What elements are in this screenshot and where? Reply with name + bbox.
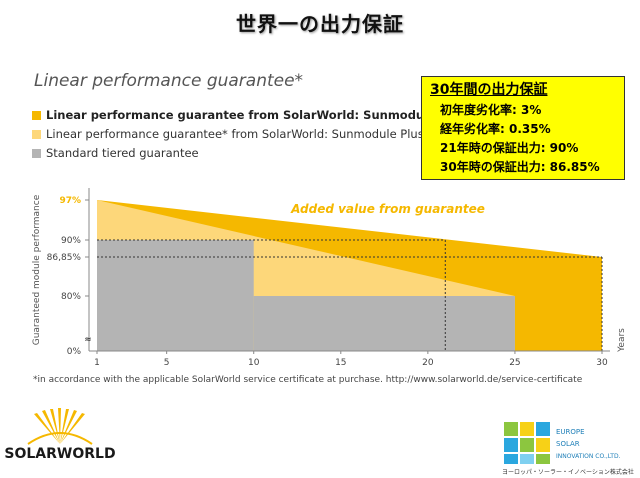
y-tick-label: 0% (67, 347, 82, 357)
legend-label: Linear performance guarantee* from Solar… (46, 127, 424, 141)
info-line-year21: 21年時の保証出力: 90% (440, 141, 579, 155)
x-tick-label: 10 (248, 358, 260, 368)
info-box-title: 30年間の出力保証 (430, 82, 548, 98)
x-tick-label: 1 (94, 358, 100, 368)
y-tick-label: 80% (61, 292, 81, 302)
chart-heading: Linear performance guarantee* (34, 71, 304, 91)
x-tick-label: 20 (422, 358, 434, 368)
y-axis-label: Guaranteed module performance (32, 194, 42, 345)
y-tick-label: 86,85% (47, 253, 82, 263)
x-tick-label: 15 (335, 358, 346, 368)
info-line-first-year: 初年度劣化率: 3% (440, 103, 542, 117)
svg-text:SOLAR: SOLAR (556, 440, 580, 448)
legend-item-standard: Standard tiered guarantee (32, 146, 199, 160)
guarantee-info-box: 30年間の出力保証 初年度劣化率: 3% 経年劣化率: 0.35% 21年時の保… (421, 76, 625, 180)
svg-text:EUROPE: EUROPE (556, 428, 585, 436)
legend-item-plus: Linear performance guarantee* from Solar… (32, 127, 424, 141)
info-line-year30: 30年時の保証出力: 86.85% (440, 160, 600, 174)
y-tick-label: 97% (59, 196, 81, 206)
legend-item-protect: Linear performance guarantee from SolarW… (32, 108, 487, 122)
x-axis-label: Years (617, 328, 627, 353)
series-standard-step (253, 296, 515, 351)
legend-swatch-plus (32, 130, 41, 139)
x-tick-label: 25 (509, 358, 520, 368)
legend-swatch-standard (32, 149, 41, 158)
svg-text:SOLARWORLD: SOLARWORLD (4, 446, 115, 462)
footnote: *in accordance with the applicable Solar… (33, 375, 583, 385)
axis-break-icon: ≈ (84, 335, 92, 345)
legend-label: Linear performance guarantee from SolarW… (46, 108, 488, 122)
legend-swatch-protect (32, 111, 41, 120)
x-tick-label: 5 (164, 358, 170, 368)
svg-text:INNOVATION CO.,LTD.: INNOVATION CO.,LTD. (556, 453, 621, 460)
info-line-annual: 経年劣化率: 0.35% (440, 122, 551, 136)
x-tick-label: 30 (596, 358, 608, 368)
esi-logo: EUROPE SOLAR INNOVATION CO.,LTD. ヨーロッパ・ソ… (502, 422, 634, 476)
legend-label: Standard tiered guarantee (46, 146, 199, 160)
series-standard-step (97, 240, 254, 351)
slide-title: 世界一の出力保証 (236, 12, 404, 36)
y-tick-label: 90% (61, 236, 81, 246)
svg-text:ヨーロッパ・ソーラー・イノベーション株式会社: ヨーロッパ・ソーラー・イノベーション株式会社 (502, 468, 634, 476)
solarworld-logo: SOLARWORLD (4, 408, 116, 462)
annotation-added-value: Added value from guarantee (290, 202, 485, 216)
